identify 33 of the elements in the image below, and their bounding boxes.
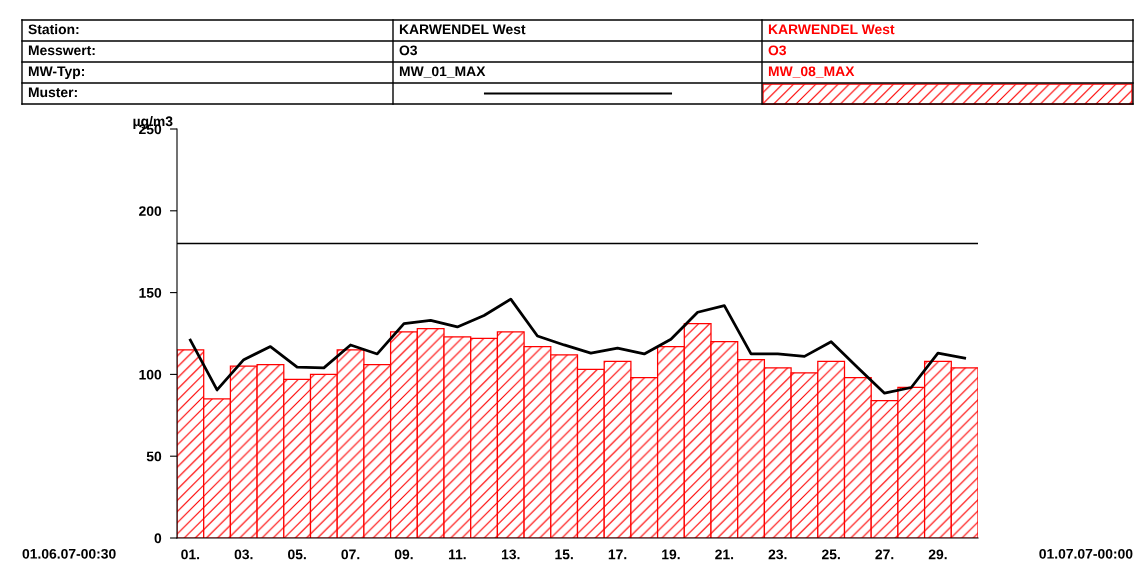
y-tick-label: 150 [139, 287, 162, 298]
line-series [188, 297, 967, 395]
text: O3 [399, 45, 418, 56]
text: MW_08_MAX [768, 66, 855, 78]
x-tick-label: 11. [448, 549, 466, 560]
text: Messwert: [28, 45, 95, 56]
x-tick-label: 23. [768, 549, 787, 560]
x-tick-label: 19. [662, 549, 680, 560]
x-tick-label: 05. [288, 549, 306, 560]
text: 01.06.07-00:30 [22, 548, 116, 559]
y-tick-label: 100 [139, 369, 162, 380]
y-tick-label: 50 [146, 451, 162, 462]
text: MW-Typ: [28, 66, 84, 79]
text: KARWENDEL West [399, 24, 526, 35]
x-tick-label: 01. [181, 549, 200, 560]
x-tick-label: 27. [875, 549, 894, 560]
text: Muster: [28, 87, 77, 98]
text: MW_01_MAX [399, 66, 486, 78]
y-tick-label: 0 [154, 533, 162, 544]
x-tick-label: 21. [715, 549, 734, 560]
x-tick-label: 29. [928, 549, 947, 560]
y-tick-label: 200 [139, 206, 162, 216]
x-tick-label: 09. [394, 549, 413, 560]
x-tick-label: 07. [341, 549, 360, 560]
x-tick-label: 25. [821, 549, 840, 560]
x-tick-label: 13. [501, 549, 520, 560]
text: KARWENDEL West [768, 24, 895, 35]
text: 01.07.07-00:00 [1039, 548, 1133, 559]
x-tick-label: 15. [555, 549, 573, 560]
text: O3 [768, 45, 787, 56]
text: Station: [28, 24, 79, 35]
x-tick-label: 03. [234, 549, 253, 560]
x-tick-label: 17. [608, 549, 627, 560]
